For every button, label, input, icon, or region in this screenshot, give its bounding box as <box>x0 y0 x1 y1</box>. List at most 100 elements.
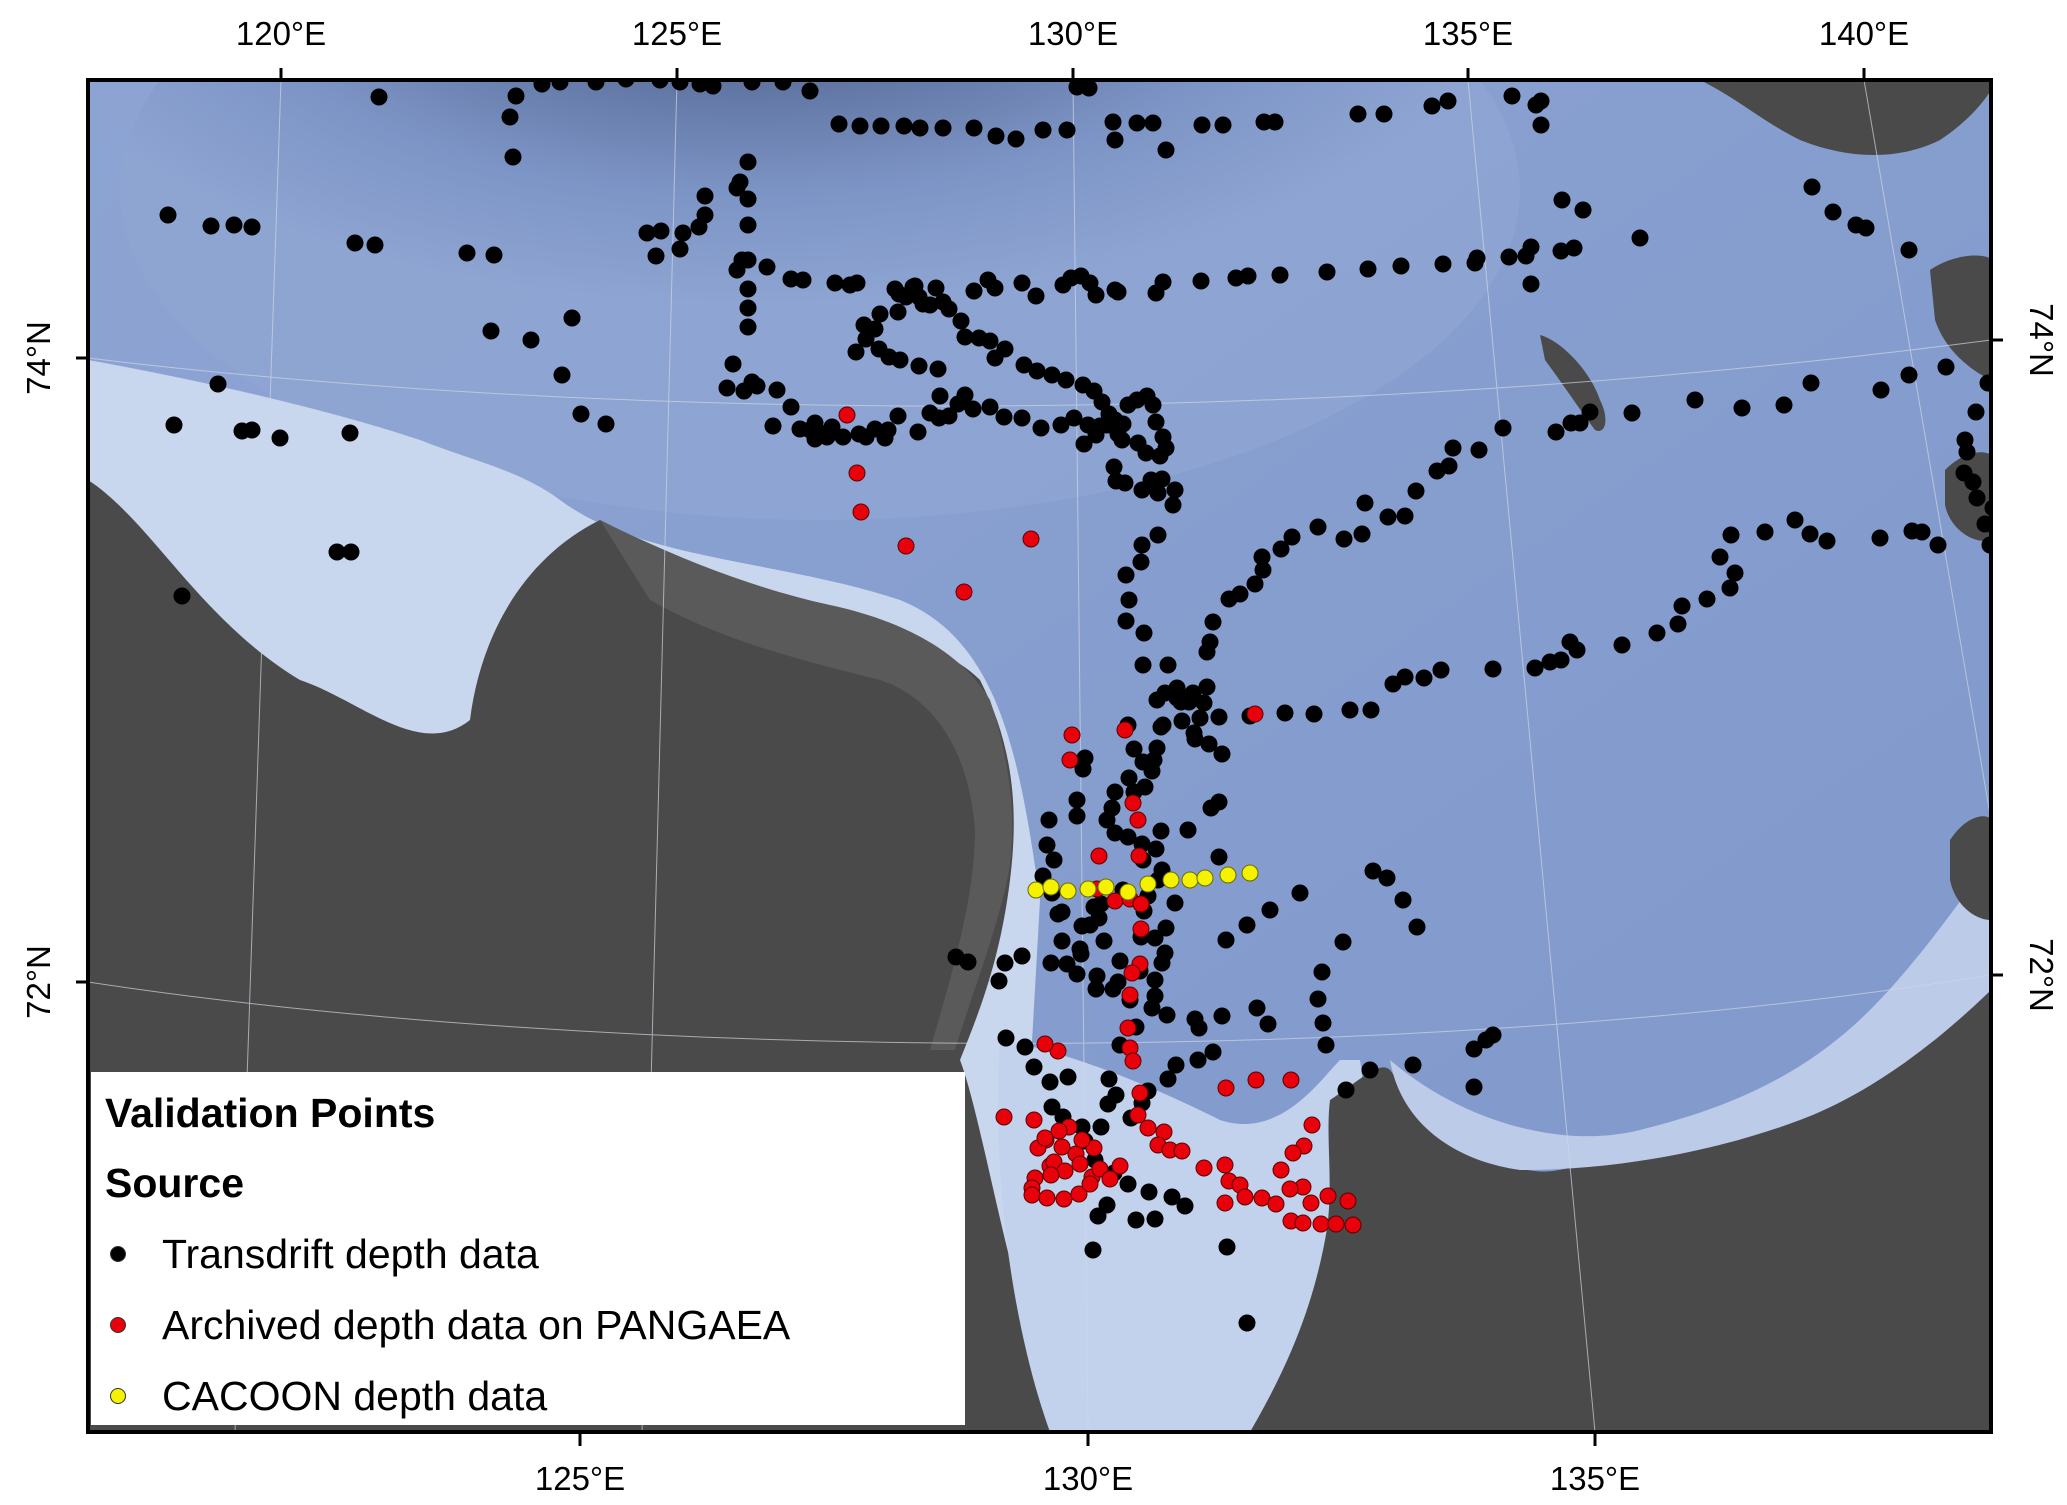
legend: Validation Points Source Transdrift dept… <box>91 1072 965 1425</box>
transdrift-point-102 <box>1013 274 1031 292</box>
transdrift-point-292 <box>1314 1014 1332 1032</box>
transdrift-point-87 <box>1318 263 1336 281</box>
transdrift-point-197 <box>1119 396 1137 414</box>
cacoon-point-10 <box>1219 866 1237 884</box>
transdrift-point-44 <box>965 119 983 137</box>
legend-marker-transdrift <box>110 1246 126 1262</box>
pangaea-point-67 <box>1071 1155 1089 1173</box>
transdrift-point-100 <box>1054 276 1072 294</box>
transdrift-point-209 <box>949 395 967 413</box>
transdrift-point-346 <box>1146 929 1164 947</box>
transdrift-point-101 <box>1027 287 1045 305</box>
transdrift-point-66 <box>1532 92 1550 110</box>
map-frame <box>86 78 1993 1434</box>
transdrift-points <box>159 80 1991 1332</box>
transdrift-point-221 <box>1091 417 1109 435</box>
transdrift-point-420 <box>1756 523 1774 541</box>
transdrift-point-232 <box>1133 536 1151 554</box>
transdrift-point-311 <box>1217 931 1235 949</box>
transdrift-point-3 <box>243 218 261 236</box>
transdrift-point-45 <box>987 127 1005 145</box>
transdrift-point-454 <box>1120 769 1138 787</box>
transdrift-point-90 <box>1227 269 1245 287</box>
pangaea-point-50 <box>1344 1216 1362 1234</box>
map-area <box>88 80 1991 1432</box>
transdrift-point-93 <box>1147 284 1165 302</box>
transdrift-point-330 <box>1107 1086 1125 1104</box>
legend-item-transdrift: Transdrift depth data <box>105 1230 539 1278</box>
transdrift-point-53 <box>1128 114 1146 132</box>
transdrift-point-249 <box>1210 793 1228 811</box>
transdrift-point-25 <box>597 415 615 433</box>
pangaea-point-48 <box>1312 1215 1330 1233</box>
transdrift-point-403 <box>1979 374 1991 392</box>
transdrift-point-17 <box>485 246 503 264</box>
transdrift-point-305 <box>1334 933 1352 951</box>
transdrift-point-400 <box>1900 366 1918 384</box>
pangaea-point-51 <box>1339 1192 1357 1210</box>
transdrift-point-104 <box>979 271 997 289</box>
transdrift-point-321 <box>990 972 1008 990</box>
transdrift-point-238 <box>1134 656 1152 674</box>
cacoon-points <box>1027 864 1259 901</box>
transdrift-point-409 <box>1968 489 1986 507</box>
pangaea-point-20 <box>1121 986 1139 1004</box>
transdrift-point-201 <box>1065 409 1083 427</box>
transdrift-point-192 <box>1154 428 1172 446</box>
transdrift-point-106 <box>927 279 945 297</box>
transdrift-point-452 <box>1125 740 1143 758</box>
transdrift-point-113 <box>826 274 844 292</box>
transdrift-point-325 <box>1016 1038 1034 1056</box>
transdrift-point-404 <box>1967 403 1985 421</box>
transdrift-point-377 <box>1283 528 1301 546</box>
transdrift-point-282 <box>1098 1196 1116 1214</box>
transdrift-point-154 <box>929 360 947 378</box>
transdrift-point-88 <box>1271 266 1289 284</box>
transdrift-point-215 <box>850 425 868 443</box>
transdrift-point-135 <box>739 318 757 336</box>
transdrift-point-375 <box>1253 548 1271 566</box>
transdrift-point-68 <box>1553 191 1571 209</box>
transdrift-point-296 <box>1404 1056 1422 1074</box>
transdrift-point-290 <box>1204 1043 1222 1061</box>
transdrift-point-440 <box>1362 701 1380 719</box>
transdrift-point-278 <box>1163 1188 1181 1206</box>
transdrift-point-67 <box>1532 116 1550 134</box>
transdrift-point-437 <box>1415 669 1433 687</box>
transdrift-point-37 <box>801 82 819 100</box>
transdrift-point-268 <box>1159 1070 1177 1088</box>
transdrift-point-50 <box>1080 80 1098 97</box>
transdrift-point-337 <box>1143 999 1161 1017</box>
transdrift-point-170 <box>940 300 958 318</box>
transdrift-point-436 <box>1432 661 1450 679</box>
transdrift-point-234 <box>1117 566 1135 584</box>
legend-label-cacoon: CACOON depth data <box>162 1372 548 1419</box>
bottom-label-130e: 130°E <box>1043 1460 1133 1497</box>
pangaea-point-23 <box>1124 1052 1142 1070</box>
transdrift-point-112 <box>841 276 859 294</box>
transdrift-point-417 <box>1818 532 1836 550</box>
transdrift-point-439 <box>1384 675 1402 693</box>
transdrift-point-287 <box>1259 1015 1277 1033</box>
east-land <box>1250 990 1991 1432</box>
transdrift-point-155 <box>910 357 928 375</box>
transdrift-point-418 <box>1801 525 1819 543</box>
transdrift-point-389 <box>1494 419 1512 437</box>
cacoon-point-5 <box>1119 883 1137 901</box>
pangaea-point-11 <box>1130 847 1148 865</box>
legend-marker-pangaea <box>110 1317 126 1333</box>
transdrift-point-365 <box>1191 709 1209 727</box>
pangaea-point-57 <box>1049 1042 1067 1060</box>
transdrift-point-174 <box>981 332 999 350</box>
pangaea-point-47 <box>1294 1214 1312 1232</box>
transdrift-point-229 <box>1166 481 1184 499</box>
transdrift-point-373 <box>1246 575 1264 593</box>
transdrift-point-41 <box>895 117 913 135</box>
transdrift-point-362 <box>1148 739 1166 757</box>
transdrift-point-443 <box>1276 704 1294 722</box>
pangaea-point-5 <box>1022 530 1040 548</box>
pangaea-point-8 <box>1116 721 1134 739</box>
transdrift-point-369 <box>1201 633 1219 651</box>
transdrift-point-416 <box>1871 529 1889 547</box>
pangaea-point-39 <box>1247 1071 1265 1089</box>
